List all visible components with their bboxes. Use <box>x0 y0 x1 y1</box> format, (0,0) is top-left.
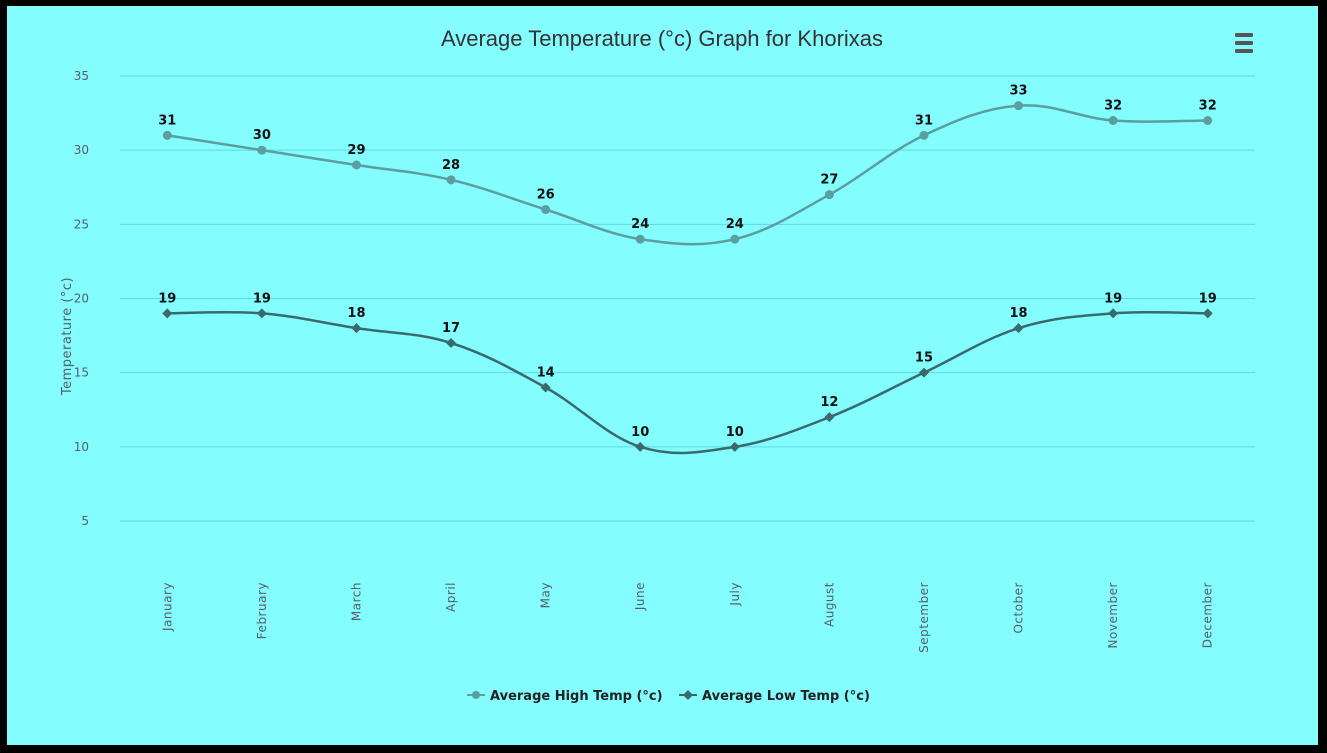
legend-item-low[interactable]: Average Low Temp (°c) <box>679 689 870 704</box>
data-point[interactable] <box>729 441 740 452</box>
data-label: 19 <box>158 291 176 306</box>
data-label: 32 <box>1104 99 1122 114</box>
y-tick-label: 5 <box>81 514 89 528</box>
y-tick-label: 25 <box>74 217 89 231</box>
data-point[interactable] <box>257 145 267 155</box>
data-point[interactable] <box>351 160 361 170</box>
data-label: 33 <box>1009 84 1027 99</box>
data-point[interactable] <box>162 308 173 319</box>
data-point[interactable] <box>446 338 457 348</box>
data-label: 19 <box>253 291 271 306</box>
data-label: 19 <box>1104 291 1122 306</box>
data-point[interactable] <box>1014 101 1024 111</box>
data-point[interactable] <box>1013 323 1024 334</box>
x-tick-label: May <box>539 582 553 608</box>
data-label: 26 <box>537 188 555 203</box>
data-point[interactable] <box>635 441 646 452</box>
data-point[interactable] <box>541 205 551 214</box>
y-tick-label: 35 <box>74 69 89 83</box>
data-label: 17 <box>442 321 460 336</box>
data-point[interactable] <box>1202 308 1213 319</box>
x-tick-label: April <box>444 582 458 612</box>
x-tick-label: November <box>1106 582 1120 648</box>
data-label: 32 <box>1199 99 1217 114</box>
data-point[interactable] <box>256 308 267 319</box>
data-label: 15 <box>915 351 933 366</box>
data-point[interactable] <box>824 190 834 200</box>
legend-circle-marker-icon <box>472 691 480 699</box>
data-point[interactable] <box>1108 308 1119 319</box>
data-label: 10 <box>726 425 744 440</box>
y-axis-label: Temperature (°c) <box>60 277 75 396</box>
data-label: 31 <box>915 113 933 128</box>
y-axis-ticks: 5 10 15 20 25 30 35 <box>74 69 89 528</box>
hamburger-menu-icon[interactable] <box>1231 30 1257 56</box>
data-point[interactable] <box>446 175 456 185</box>
x-tick-label: August <box>822 582 836 627</box>
y-tick-label: 10 <box>74 440 89 454</box>
x-tick-label: January <box>160 582 174 632</box>
grid-layer <box>120 75 1255 522</box>
x-tick-label: July <box>728 582 742 607</box>
x-tick-label: September <box>917 582 931 653</box>
data-point[interactable] <box>824 412 835 423</box>
data-label: 19 <box>1199 291 1217 306</box>
legend-label-high: Average High Temp (°c) <box>490 689 663 704</box>
data-point[interactable] <box>540 382 551 393</box>
data-point[interactable] <box>919 130 929 140</box>
y-tick-label: 30 <box>74 143 89 157</box>
x-tick-label: June <box>633 582 647 611</box>
series-line-low <box>167 310 1208 455</box>
data-label: 18 <box>347 306 365 321</box>
data-point[interactable] <box>162 130 172 140</box>
chart-title: Average Temperature (°c) Graph for Khori… <box>441 26 883 51</box>
y-tick-label: 15 <box>74 366 89 380</box>
legend-item-high[interactable]: Average High Temp (°c) <box>467 689 663 704</box>
data-labels: 31 30 29 28 26 24 24 27 31 33 32 32 19 19 18 17 14 10 10 12… <box>158 84 1217 440</box>
legend: Average High Temp (°c) Average Low Temp … <box>467 689 870 704</box>
data-point[interactable] <box>351 323 362 334</box>
data-point[interactable] <box>1203 116 1213 125</box>
data-point[interactable] <box>1108 116 1118 125</box>
data-point[interactable] <box>635 234 645 244</box>
legend-diamond-marker-icon <box>683 690 693 700</box>
series-layer <box>162 101 1213 455</box>
x-tick-label: December <box>1201 582 1215 648</box>
line-chart: 5 10 15 20 25 30 35 January February March April M… <box>60 26 1257 704</box>
y-tick-label: 20 <box>74 292 89 306</box>
chart-frame: 5 10 15 20 25 30 35 January February March April M… <box>7 6 1318 745</box>
legend-label-low: Average Low Temp (°c) <box>702 689 870 704</box>
x-tick-label: October <box>1012 582 1026 634</box>
series-line-high <box>167 104 1208 246</box>
data-label: 12 <box>820 395 838 410</box>
data-label: 24 <box>631 217 649 232</box>
data-label: 27 <box>820 173 838 188</box>
data-point[interactable] <box>918 367 929 378</box>
data-label: 30 <box>253 128 271 143</box>
data-point[interactable] <box>730 234 740 244</box>
x-axis-ticks: January February March April May June July Augu… <box>160 582 1214 653</box>
data-label: 10 <box>631 425 649 440</box>
data-label: 14 <box>537 366 555 381</box>
data-label: 29 <box>347 143 365 158</box>
x-tick-label: February <box>255 582 269 639</box>
x-tick-label: March <box>349 582 363 621</box>
data-label: 18 <box>1009 306 1027 321</box>
data-label: 24 <box>726 217 744 232</box>
data-label: 28 <box>442 158 460 173</box>
data-label: 31 <box>158 113 176 128</box>
